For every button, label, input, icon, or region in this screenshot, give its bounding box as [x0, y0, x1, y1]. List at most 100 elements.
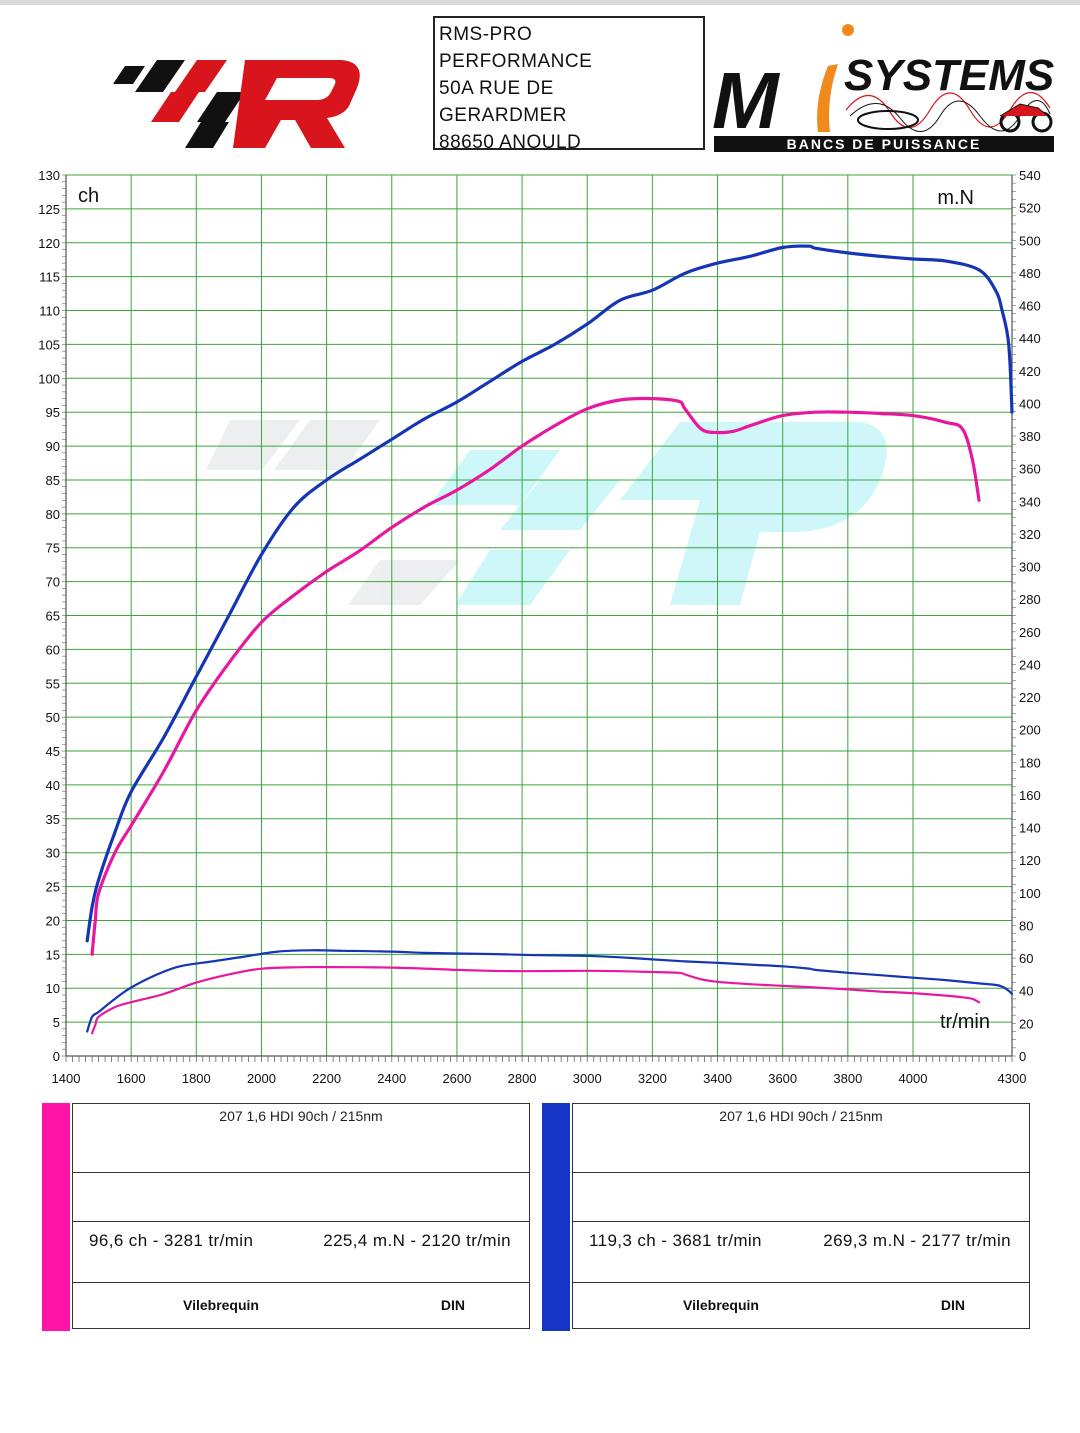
- y-left-tick-label: 5: [53, 1015, 60, 1030]
- y-left-tick-label: 50: [46, 710, 60, 725]
- y-left-tick-label: 85: [46, 473, 60, 488]
- y-right-tick-label: 100: [1019, 886, 1041, 901]
- model-name: 207 1,6 HDI 90ch / 215nm: [219, 1108, 383, 1124]
- logo-tagline: BANCS DE PUISSANCE: [787, 136, 982, 152]
- y-left-tick-label: 120: [38, 236, 60, 251]
- x-tick-label: 1800: [182, 1071, 211, 1086]
- y-left-tick-label: 35: [46, 812, 60, 827]
- result-card-pink: 207 1,6 HDI 90ch / 215nm 96,6 ch - 3281 …: [42, 1103, 530, 1331]
- top-bar: [0, 0, 1080, 5]
- y-left-tick-label: 60: [46, 642, 60, 657]
- series-line-pink-power: [90, 396, 981, 956]
- y-left-tick-label: 115: [39, 270, 60, 285]
- y-right-tick-label: 180: [1019, 755, 1041, 770]
- y-left-tick-label: 40: [46, 778, 60, 793]
- y-left-tick-label: 130: [38, 168, 60, 183]
- series-line-blue-torque: [86, 949, 1014, 1033]
- chart-series: [85, 244, 1014, 1035]
- y-left-tick-label: 55: [46, 676, 60, 691]
- x-tick-label: 2600: [442, 1071, 471, 1086]
- y-right-tick-label: 260: [1019, 625, 1041, 640]
- y-right-tick-label: 80: [1019, 918, 1033, 933]
- y-right-tick-label: 460: [1019, 299, 1041, 314]
- y-left-tick-label: 105: [38, 337, 60, 352]
- y-left-tick-label: 15: [46, 947, 60, 962]
- y-left-tick-label: 30: [46, 846, 60, 861]
- chart-axes: 1400 1600 1800 2000 2200 2400 2600 2800 3000 3200…: [38, 168, 1040, 1086]
- logo-i-stroke: [817, 64, 838, 132]
- y-right-tick-label: 320: [1019, 527, 1041, 542]
- norm-label: DIN: [940, 1297, 965, 1313]
- y-right-tick-label: 540: [1019, 168, 1041, 183]
- y-right-tick-label: 220: [1019, 690, 1041, 705]
- x-tick-label: 3400: [703, 1071, 732, 1086]
- y-left-tick-label: 110: [39, 304, 60, 319]
- x-tick-label: 1600: [117, 1071, 146, 1086]
- x-tick-label: 4300: [998, 1071, 1027, 1086]
- y-left-tick-label: 95: [46, 405, 60, 420]
- watermark-logo: [206, 420, 887, 605]
- x-tick-label: 3600: [768, 1071, 797, 1086]
- y-right-tick-label: 60: [1019, 951, 1033, 966]
- power-torque-chart: 1400 1600 1800 2000 2200 2400 2600 2800 3000 3200…: [38, 168, 1040, 1086]
- rms-logo: [105, 52, 365, 154]
- y-right-tick-label: 520: [1019, 201, 1041, 216]
- x-tick-label: 4000: [899, 1071, 928, 1086]
- result-box: 207 1,6 HDI 90ch / 215nm 119,3 ch - 3681…: [572, 1103, 1030, 1329]
- result-card-blue: 207 1,6 HDI 90ch / 215nm 119,3 ch - 3681…: [542, 1103, 1030, 1331]
- y-right-tick-label: 500: [1019, 233, 1041, 248]
- series-line-pink-torque: [91, 965, 981, 1035]
- y-right-tick-label: 480: [1019, 266, 1041, 281]
- y-right-tick-label: 280: [1019, 592, 1041, 607]
- measure-point-label: Vilebrequin: [183, 1297, 259, 1313]
- y-right-tick-label: 0: [1019, 1049, 1026, 1064]
- x-tick-label: 1400: [52, 1071, 81, 1086]
- y-right-tick-label: 420: [1019, 364, 1041, 379]
- logo-systems-text: SYSTEMS: [844, 51, 1054, 100]
- y-left-tick-label: 10: [46, 981, 60, 996]
- max-torque: 269,3 m.N - 2177 tr/min: [823, 1231, 1011, 1250]
- chart-grid: [65, 174, 1013, 1057]
- address-box: RMS-PRO PERFORMANCE 50A RUE DE GERARDMER…: [433, 16, 705, 153]
- y-right-tick-label: 240: [1019, 657, 1041, 672]
- y-right-tick-label: 300: [1019, 560, 1041, 575]
- y-left-tick-label: 65: [46, 609, 60, 624]
- y-right-axis-label: m.N: [937, 187, 974, 209]
- y-left-tick-label: 45: [46, 744, 60, 759]
- address-line: PERFORMANCE: [439, 51, 593, 72]
- y-left-axis-label: ch: [78, 185, 99, 207]
- result-box: 207 1,6 HDI 90ch / 215nm 96,6 ch - 3281 …: [72, 1103, 530, 1329]
- rms-logo-graphic: [113, 60, 360, 148]
- y-right-tick-label: 120: [1019, 853, 1041, 868]
- address-line: 50A RUE DE: [439, 78, 554, 99]
- address-line: RMS-PRO: [439, 24, 533, 45]
- y-right-tick-label: 380: [1019, 429, 1041, 444]
- series-line-blue-power: [85, 244, 1014, 943]
- y-left-tick-label: 80: [46, 507, 60, 522]
- car-icon: [857, 110, 919, 130]
- y-right-tick-label: 40: [1019, 984, 1033, 999]
- max-power: 96,6 ch - 3281 tr/min: [89, 1231, 254, 1250]
- address-line: 88650 ANOULD: [439, 132, 582, 153]
- y-right-tick-label: 20: [1019, 1016, 1033, 1031]
- y-right-tick-label: 400: [1019, 396, 1041, 411]
- x-axis-label: tr/min: [940, 1011, 990, 1033]
- y-left-tick-label: 0: [53, 1049, 60, 1064]
- logo-i-dot: [842, 24, 854, 36]
- y-left-tick-label: 100: [38, 371, 60, 386]
- x-tick-label: 2200: [312, 1071, 341, 1086]
- y-left-tick-label: 75: [46, 541, 60, 556]
- y-left-tick-label: 20: [46, 913, 60, 928]
- norm-label: DIN: [440, 1297, 465, 1313]
- x-tick-label: 2400: [377, 1071, 406, 1086]
- y-left-tick-label: 25: [46, 880, 60, 895]
- y-right-tick-label: 140: [1019, 821, 1041, 836]
- y-right-tick-label: 360: [1019, 462, 1041, 477]
- x-tick-label: 3200: [638, 1071, 667, 1086]
- logo-letter-m: M: [712, 56, 781, 145]
- y-left-tick-label: 70: [46, 575, 60, 590]
- y-right-tick-label: 440: [1019, 331, 1041, 346]
- y-left-tick-label: 90: [46, 439, 60, 454]
- series-swatch-pink: [42, 1103, 70, 1331]
- x-tick-label: 3800: [833, 1071, 862, 1086]
